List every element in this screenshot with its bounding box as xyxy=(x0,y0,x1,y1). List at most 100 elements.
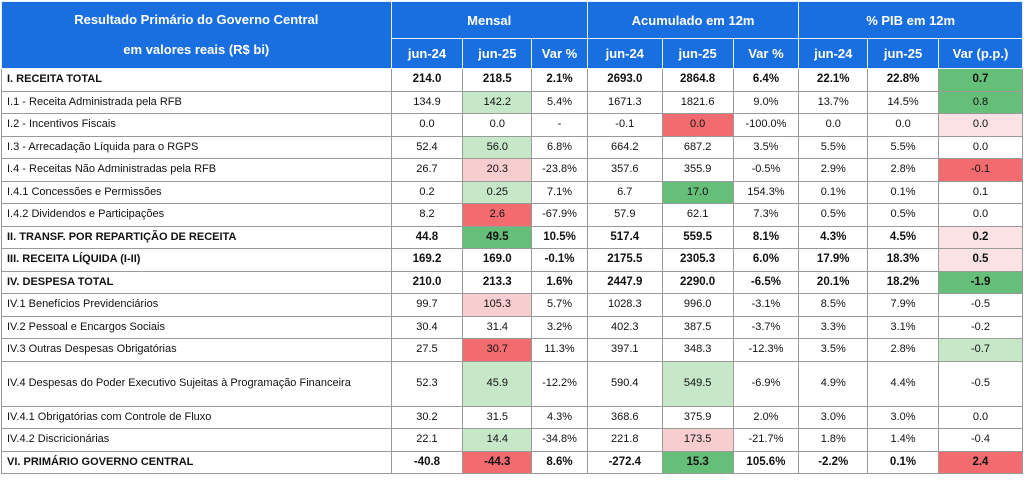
col-header: Var % xyxy=(531,38,588,69)
value-cell: 56.0 xyxy=(462,135,533,159)
value-cell: 0.0 xyxy=(462,113,533,137)
value-cell: 2864.8 xyxy=(661,68,734,92)
value-cell: -0.5% xyxy=(732,158,800,182)
value-cell: 549.5 xyxy=(661,360,734,407)
table-header: Resultado Primário do Governo Central em… xyxy=(1,1,1024,69)
value-cell: 0.1 xyxy=(937,180,1024,204)
value-cell: 18.2% xyxy=(867,270,939,294)
value-cell: -100.0% xyxy=(732,113,800,137)
col-header: jun-24 xyxy=(798,38,869,69)
value-cell: 30.7 xyxy=(462,338,533,362)
value-cell: 0.0 xyxy=(937,135,1024,159)
value-cell: - xyxy=(531,113,588,137)
value-cell: 1.4% xyxy=(867,428,939,452)
value-cell: 7.9% xyxy=(867,293,939,317)
table-row: I.4.1 Concessões e Permissões 0.2 0.25 7.1%… xyxy=(1,180,1024,204)
value-cell: 57.9 xyxy=(586,203,663,227)
value-cell: 22.1% xyxy=(798,68,869,92)
value-cell: -44.3 xyxy=(462,450,533,474)
value-cell: 13.7% xyxy=(798,90,869,114)
value-cell: -1.9 xyxy=(937,270,1024,294)
value-cell: 0.1% xyxy=(867,450,939,474)
value-cell: 3.5% xyxy=(798,338,869,362)
value-cell: 213.3 xyxy=(462,270,533,294)
value-cell: -6.9% xyxy=(732,360,800,407)
value-cell: 0.0 xyxy=(937,203,1024,227)
value-cell: 5.5% xyxy=(798,135,869,159)
value-cell: -67.9% xyxy=(531,203,588,227)
value-cell: 0.0 xyxy=(867,113,939,137)
value-cell: 559.5 xyxy=(661,225,734,249)
value-cell: 15.3 xyxy=(661,450,734,474)
table-title-line1: Resultado Primário do Governo Central xyxy=(74,12,319,27)
col-header: jun-25 xyxy=(462,38,533,69)
row-label: IV.4.1 Obrigatórias com Controle de Flux… xyxy=(1,405,392,429)
value-cell: 30.2 xyxy=(390,405,464,429)
value-cell: -0.5 xyxy=(937,360,1024,407)
col-header: Var % xyxy=(732,38,800,69)
value-cell: 2290.0 xyxy=(661,270,734,294)
value-cell: 3.0% xyxy=(867,405,939,429)
row-label: I.4.1 Concessões e Permissões xyxy=(1,180,392,204)
value-cell: 134.9 xyxy=(390,90,464,114)
value-cell: 30.4 xyxy=(390,315,464,339)
col-header: jun-24 xyxy=(586,38,663,69)
value-cell: 996.0 xyxy=(661,293,734,317)
value-cell: 1.8% xyxy=(798,428,869,452)
table-row: I.4 - Receitas Não Administradas pela RF… xyxy=(1,158,1024,182)
value-cell: 1028.3 xyxy=(586,293,663,317)
value-cell: -3.7% xyxy=(732,315,800,339)
value-cell: 8.1% xyxy=(732,225,800,249)
value-cell: 210.0 xyxy=(390,270,464,294)
value-cell: 664.2 xyxy=(586,135,663,159)
value-cell: 31.5 xyxy=(462,405,533,429)
value-cell: 1.6% xyxy=(531,270,588,294)
value-cell: 0.0 xyxy=(798,113,869,137)
value-cell: 0.0 xyxy=(390,113,464,137)
value-cell: 2.4 xyxy=(937,450,1024,474)
value-cell: 0.2 xyxy=(390,180,464,204)
row-label: IV.2 Pessoal e Encargos Sociais xyxy=(1,315,392,339)
value-cell: 2175.5 xyxy=(586,248,663,272)
value-cell: 3.3% xyxy=(798,315,869,339)
value-cell: 387.5 xyxy=(661,315,734,339)
value-cell: -2.2% xyxy=(798,450,869,474)
value-cell: 357.6 xyxy=(586,158,663,182)
table-row: IV.2 Pessoal e Encargos Sociais 30.4 31.4 3… xyxy=(1,315,1024,339)
group-header-acumulado: Acumulado em 12m xyxy=(586,1,800,39)
value-cell: 6.7 xyxy=(586,180,663,204)
value-cell: 6.4% xyxy=(732,68,800,92)
value-cell: 27.5 xyxy=(390,338,464,362)
value-cell: 11.3% xyxy=(531,338,588,362)
value-cell: 5.5% xyxy=(867,135,939,159)
table-row: VI. PRIMÁRIO GOVERNO CENTRAL -40.8 -44.3 8.… xyxy=(1,450,1024,474)
table-body: I. RECEITA TOTAL 214.0 218.5 2.1% 2693.0 2864… xyxy=(1,68,1024,474)
value-cell: 5.7% xyxy=(531,293,588,317)
value-cell: 20.3 xyxy=(462,158,533,182)
row-label: II. TRANSF. POR REPARTIÇÃO DE RECEITA xyxy=(1,225,392,249)
value-cell: 397.1 xyxy=(586,338,663,362)
value-cell: 4.4% xyxy=(867,360,939,407)
value-cell: 52.4 xyxy=(390,135,464,159)
row-label: IV.1 Benefícios Previdenciários xyxy=(1,293,392,317)
row-label: IV. DESPESA TOTAL xyxy=(1,270,392,294)
value-cell: 22.8% xyxy=(867,68,939,92)
value-cell: 105.3 xyxy=(462,293,533,317)
value-cell: 20.1% xyxy=(798,270,869,294)
value-cell: 590.4 xyxy=(586,360,663,407)
value-cell: -0.1 xyxy=(937,158,1024,182)
col-header: jun-25 xyxy=(661,38,734,69)
value-cell: 0.0 xyxy=(937,405,1024,429)
value-cell: 49.5 xyxy=(462,225,533,249)
table-row: III. RECEITA LÍQUIDA (I-II) 169.2 169.0 -0.… xyxy=(1,248,1024,272)
table-row: II. TRANSF. POR REPARTIÇÃO DE RECEITA 44.… xyxy=(1,225,1024,249)
row-label: IV.4 Despesas do Poder Executivo Sujeita… xyxy=(1,360,392,407)
value-cell: 2447.9 xyxy=(586,270,663,294)
value-cell: 0.1% xyxy=(798,180,869,204)
table-row: I. RECEITA TOTAL 214.0 218.5 2.1% 2693.0 2864… xyxy=(1,68,1024,92)
value-cell: -0.4 xyxy=(937,428,1024,452)
value-cell: -0.7 xyxy=(937,338,1024,362)
value-cell: 142.2 xyxy=(462,90,533,114)
value-cell: 7.3% xyxy=(732,203,800,227)
value-cell: 10.5% xyxy=(531,225,588,249)
